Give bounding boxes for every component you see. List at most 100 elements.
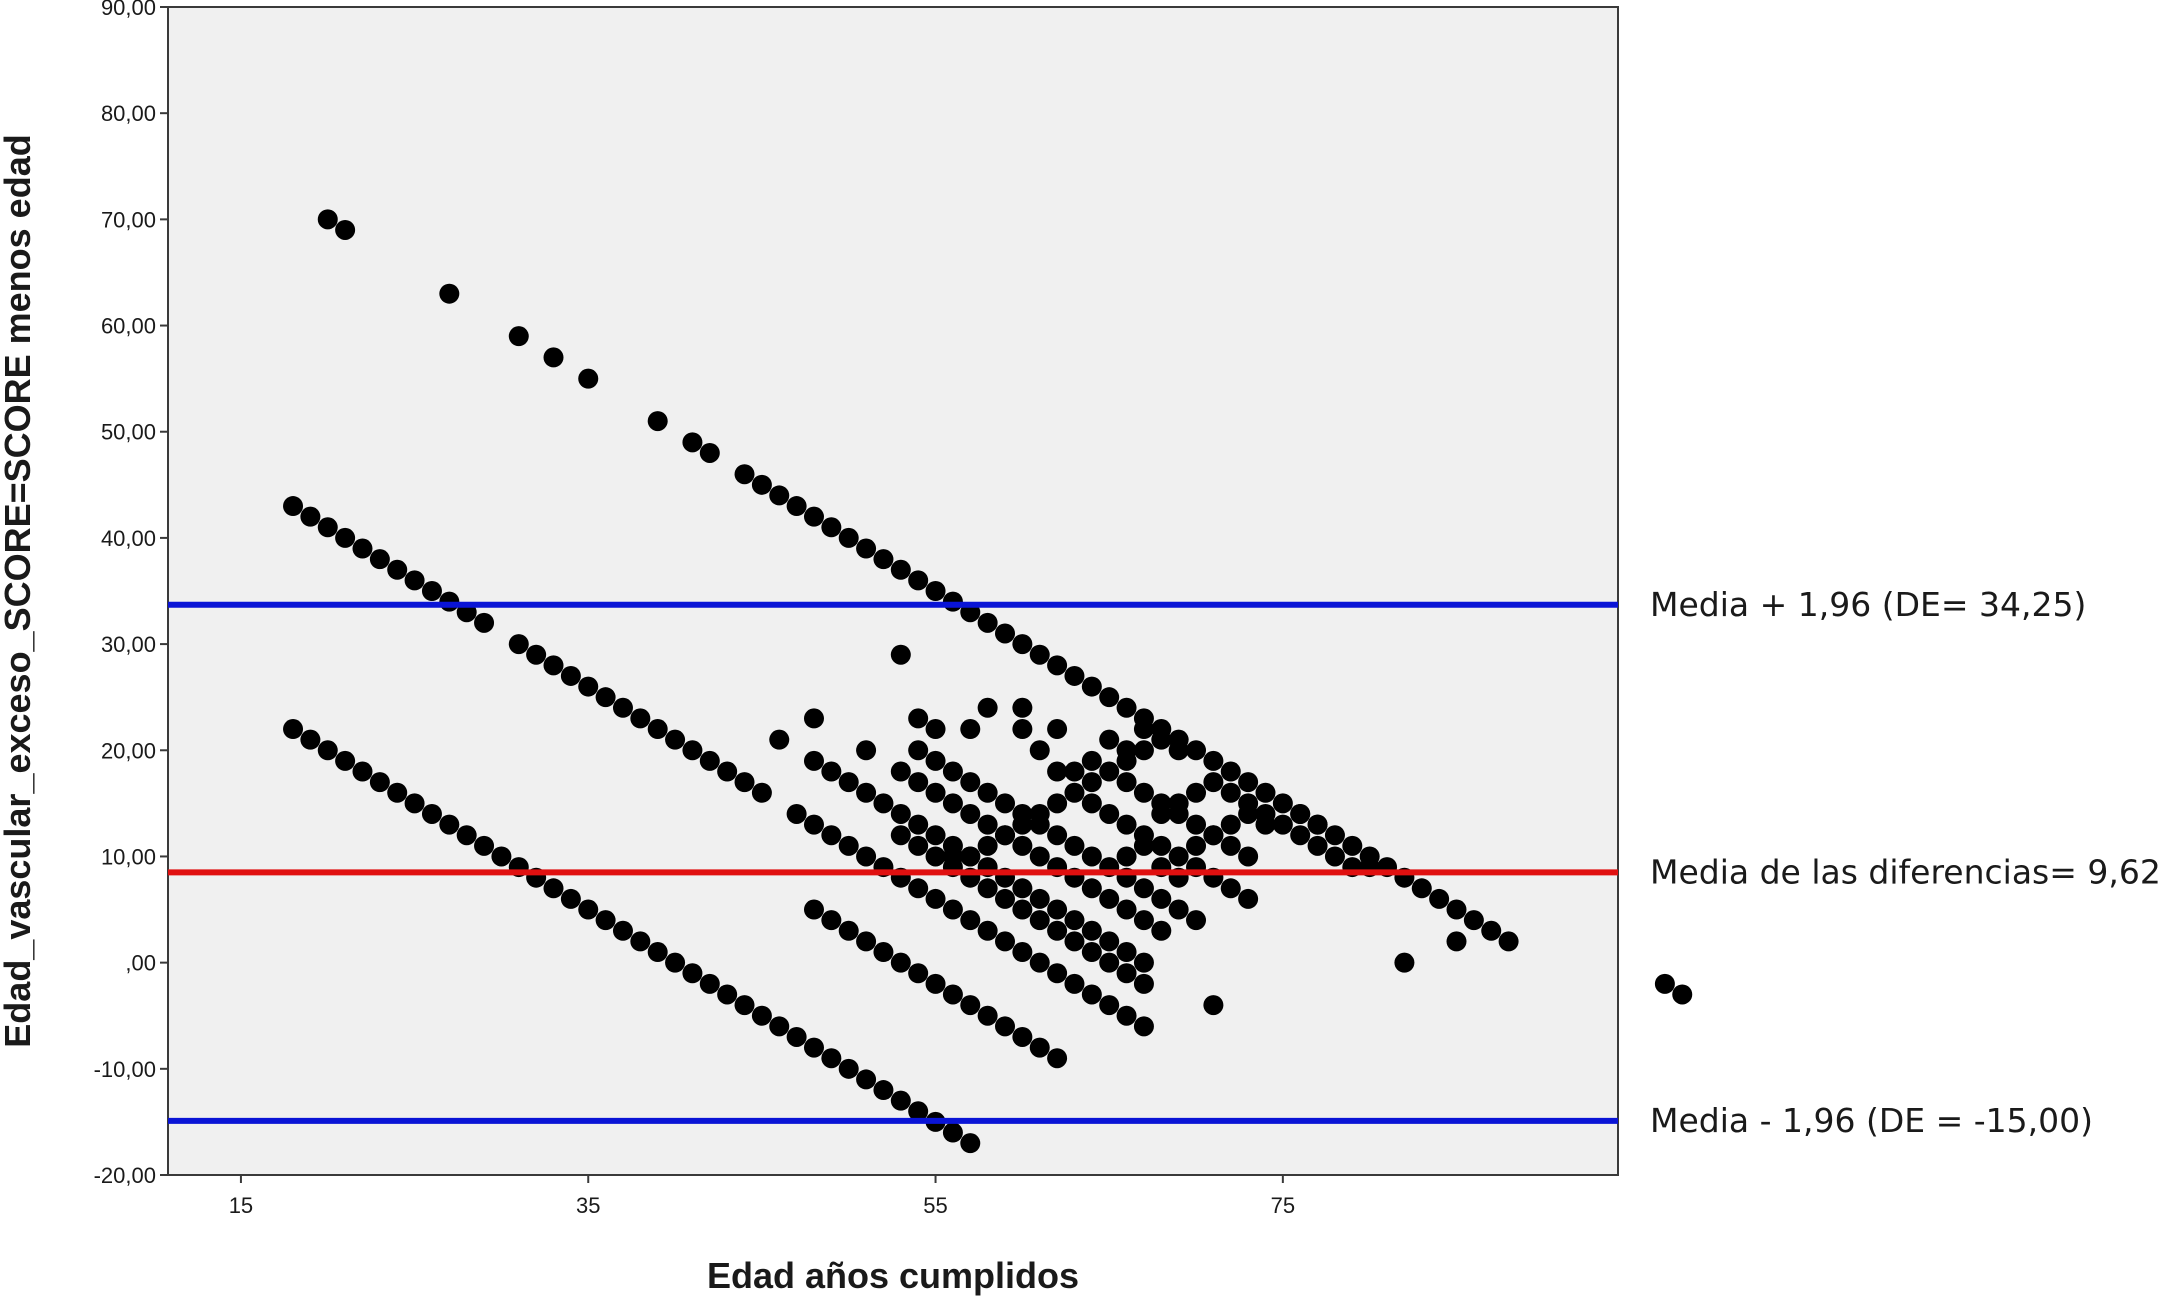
data-point <box>1186 835 1207 856</box>
data-point <box>1672 984 1693 1005</box>
data-point <box>908 570 929 591</box>
data-point <box>404 793 425 814</box>
data-point <box>856 846 877 867</box>
data-point <box>1116 963 1137 984</box>
data-point <box>856 931 877 952</box>
x-tick-label: 35 <box>576 1193 600 1218</box>
data-point <box>856 740 877 761</box>
data-point <box>1168 846 1189 867</box>
data-point <box>1012 899 1033 920</box>
data-point <box>734 464 755 485</box>
data-point <box>1116 697 1137 718</box>
data-point <box>942 846 963 867</box>
data-point <box>925 973 946 994</box>
data-point <box>508 326 529 347</box>
data-point <box>925 888 946 909</box>
data-point <box>995 931 1016 952</box>
data-point <box>856 1069 877 1090</box>
data-point <box>1307 835 1328 856</box>
reference-line-label: Media - 1,96 (DE = -15,00) <box>1650 1101 2093 1140</box>
data-point <box>890 559 911 580</box>
data-point <box>1047 761 1068 782</box>
data-point <box>1186 910 1207 931</box>
data-point <box>283 719 304 740</box>
data-point <box>300 729 321 750</box>
data-point <box>1047 793 1068 814</box>
data-point <box>977 612 998 633</box>
data-point <box>682 432 703 453</box>
data-point <box>960 846 981 867</box>
data-point <box>1064 835 1085 856</box>
y-tick-label: -20,00 <box>94 1163 156 1188</box>
y-tick-label: 10,00 <box>101 844 156 869</box>
data-point <box>1081 942 1102 963</box>
data-point <box>821 761 842 782</box>
x-axis-title: Edad años cumplidos <box>707 1255 1079 1296</box>
data-point <box>1151 803 1172 824</box>
data-point <box>560 888 581 909</box>
data-point <box>647 411 668 432</box>
data-point <box>578 676 599 697</box>
data-point <box>995 825 1016 846</box>
data-point <box>1272 793 1293 814</box>
data-point <box>838 1058 859 1079</box>
data-point <box>369 549 390 570</box>
data-point <box>1029 803 1050 824</box>
data-point <box>1099 761 1120 782</box>
data-point <box>856 538 877 559</box>
data-point <box>1481 920 1502 941</box>
data-point <box>925 719 946 740</box>
data-point <box>1064 782 1085 803</box>
data-point <box>1081 676 1102 697</box>
data-point <box>977 920 998 941</box>
data-point <box>1203 995 1224 1016</box>
data-point <box>890 825 911 846</box>
data-point <box>682 963 703 984</box>
data-point <box>1047 899 1068 920</box>
data-point <box>925 750 946 771</box>
data-point <box>1099 803 1120 824</box>
data-point <box>908 878 929 899</box>
data-point <box>995 1016 1016 1037</box>
data-point <box>543 655 564 676</box>
data-point <box>1012 835 1033 856</box>
data-point <box>908 835 929 856</box>
data-point <box>1029 1037 1050 1058</box>
data-point <box>769 485 790 506</box>
data-point <box>890 644 911 665</box>
data-point <box>1116 772 1137 793</box>
data-point <box>1012 942 1033 963</box>
data-point <box>665 952 686 973</box>
y-tick-label: 40,00 <box>101 526 156 551</box>
data-point <box>873 549 894 570</box>
data-point <box>1099 729 1120 750</box>
data-point <box>1307 814 1328 835</box>
data-point <box>1047 920 1068 941</box>
data-point <box>1151 729 1172 750</box>
data-point <box>890 952 911 973</box>
data-point <box>421 581 442 601</box>
data-point <box>960 772 981 793</box>
y-tick-label: 60,00 <box>101 314 156 339</box>
data-point <box>1220 835 1241 856</box>
data-point <box>1186 814 1207 835</box>
data-point <box>838 920 859 941</box>
data-point <box>1498 931 1519 952</box>
data-point <box>960 803 981 824</box>
data-point <box>734 995 755 1016</box>
reference-line-label: Media + 1,96 (DE= 34,25) <box>1650 585 2086 624</box>
data-point <box>803 899 824 920</box>
data-point <box>803 1037 824 1058</box>
data-point <box>717 984 738 1005</box>
data-point <box>1255 814 1276 835</box>
data-point <box>1012 878 1033 899</box>
data-point <box>1047 1048 1068 1069</box>
data-point <box>925 581 946 601</box>
data-point <box>421 803 442 824</box>
data-point <box>1220 878 1241 899</box>
data-point <box>1012 1026 1033 1047</box>
data-point <box>977 878 998 899</box>
data-point <box>1411 878 1432 899</box>
data-point <box>786 496 807 517</box>
data-point <box>1168 899 1189 920</box>
